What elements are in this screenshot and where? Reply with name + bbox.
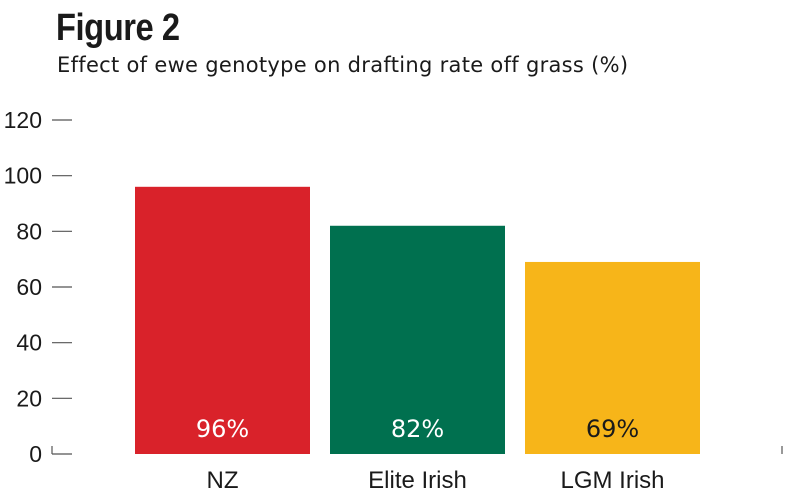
category-label: NZ bbox=[207, 467, 239, 494]
y-tick-label: 80 bbox=[16, 218, 42, 244]
bar bbox=[525, 261, 700, 454]
y-tick-label: 40 bbox=[16, 330, 42, 356]
figure-subtitle: Effect of ewe genotype on drafting rate … bbox=[57, 53, 629, 77]
data-label: 96% bbox=[196, 415, 249, 443]
figure-title: Figure 2 bbox=[56, 7, 180, 49]
category-label: LGM Irish bbox=[560, 467, 664, 494]
data-label: 69% bbox=[586, 415, 639, 443]
bar bbox=[135, 186, 310, 455]
y-axis: 0 20 40 60 80 100 120 bbox=[4, 107, 72, 467]
y-tick-label: 100 bbox=[4, 163, 42, 189]
category-label: Elite Irish bbox=[368, 467, 467, 494]
y-tick-label: 0 bbox=[29, 441, 42, 467]
y-tick-label: 20 bbox=[16, 385, 42, 411]
bars-group: 96% 82% 69% bbox=[135, 186, 700, 455]
data-label: 82% bbox=[391, 415, 444, 443]
y-tick-label: 60 bbox=[16, 274, 42, 300]
bar bbox=[330, 225, 505, 454]
x-axis: NZ Elite Irish LGM Irish bbox=[207, 446, 783, 494]
y-tick-label: 120 bbox=[4, 107, 42, 133]
